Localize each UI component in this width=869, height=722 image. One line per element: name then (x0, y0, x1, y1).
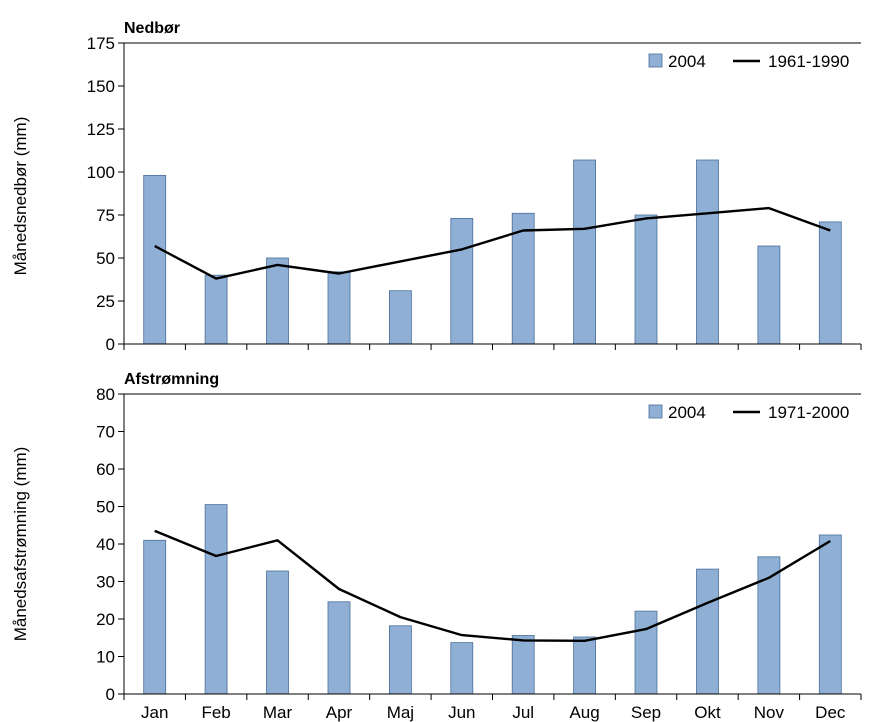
bar-maj (388, 625, 412, 695)
bar-jun (450, 217, 474, 345)
panel-1: Nedbør Månedsnedbør (mm) 0 25 50 75 100 125 150 1… (11, 20, 862, 354)
y-tick-label: 50 (96, 249, 115, 268)
bar-jan (143, 539, 167, 695)
y-tick-label: 25 (96, 292, 115, 311)
y-tick-label: 100 (87, 163, 115, 182)
x-tick-label: Nov (754, 703, 785, 722)
legend-label-bar: 2004 (668, 52, 706, 71)
x-tick-label: Maj (387, 703, 414, 722)
y-tick-label: 70 (96, 423, 115, 442)
bar-maj (388, 290, 412, 345)
x-tick-label: Sep (631, 703, 661, 722)
panel-2: Afstrømning Månedsafstrømning (mm) 0 10 20 30… (11, 371, 862, 722)
bar-jun (450, 642, 474, 695)
bar-apr (327, 601, 351, 695)
y-tick-label: 0 (106, 685, 115, 704)
legend-label-bar: 2004 (668, 403, 706, 422)
y-tick-label: 0 (106, 335, 115, 354)
y-axis-title: Månedsnedbør (mm) (11, 117, 30, 276)
x-tick-label: Dec (815, 703, 846, 722)
x-tick-label: Feb (201, 703, 230, 722)
legend-label-line: 1961-1990 (768, 52, 849, 71)
x-tick-label: Mar (263, 703, 293, 722)
x-tick-label: Jan (141, 703, 168, 722)
y-axis-title: Månedsafstrømning (mm) (11, 447, 30, 642)
x-tick-label: Apr (326, 703, 353, 722)
y-tick-label: 175 (87, 34, 115, 53)
line-1961-1990 (154, 206, 831, 280)
bar-sep (634, 214, 658, 345)
bar-jan (143, 174, 167, 345)
y-tick-label: 60 (96, 460, 115, 479)
legend-swatch-bar (648, 53, 663, 68)
bar-jul (511, 635, 535, 695)
y-tick-label: 125 (87, 120, 115, 139)
x-tick-label: Jun (448, 703, 475, 722)
panel-title: Afstrømning (124, 371, 219, 388)
bar-aug (573, 159, 596, 345)
x-tick-label: Okt (694, 703, 721, 722)
x-tick-label: Jul (512, 703, 534, 722)
bar-mar (266, 257, 289, 345)
x-tick-label: Aug (569, 703, 599, 722)
bar-nov (757, 245, 781, 345)
bar-feb (204, 504, 228, 695)
bar-aug (573, 636, 596, 695)
bar-apr (327, 271, 351, 345)
bar-dec (818, 221, 842, 345)
y-tick-label: 80 (96, 385, 115, 404)
y-tick-label: 150 (87, 77, 115, 96)
y-tick-label: 10 (96, 648, 115, 667)
legend-swatch-bar (648, 404, 663, 419)
y-tick-label: 40 (96, 535, 115, 554)
y-tick-label: 20 (96, 610, 115, 629)
bar-okt (696, 568, 719, 695)
y-tick-label: 75 (96, 206, 115, 225)
y-tick-label: 30 (96, 573, 115, 592)
panel-title: Nedbør (124, 20, 180, 37)
bar-okt (696, 159, 719, 345)
legend-label-line: 1971-2000 (768, 403, 849, 422)
bar-mar (266, 570, 289, 695)
bar-sep (634, 610, 658, 695)
bar-dec (818, 534, 842, 695)
y-tick-label: 50 (96, 498, 115, 517)
bar-feb (204, 274, 228, 345)
line-1971-2000 (154, 529, 831, 642)
